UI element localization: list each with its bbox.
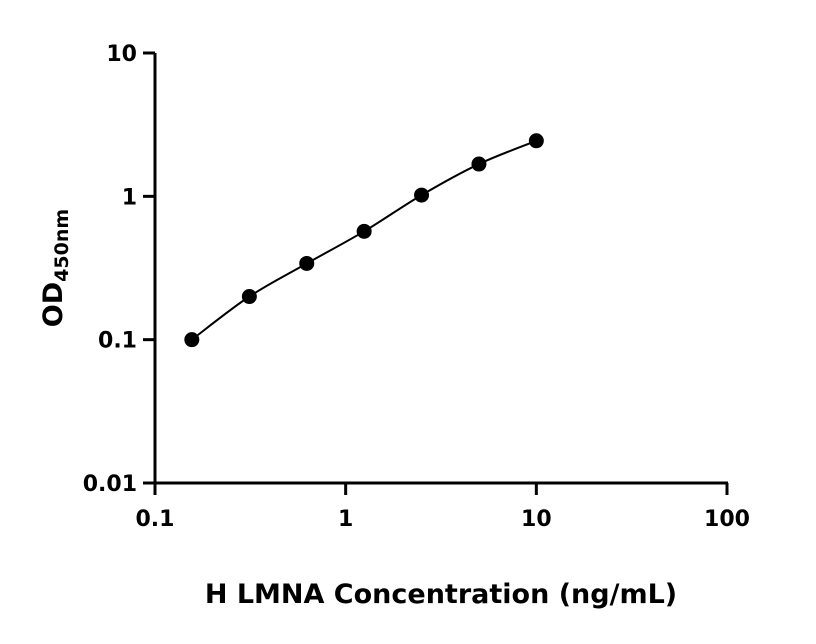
y-tick-label: 1 (122, 185, 137, 210)
data-point (414, 187, 430, 203)
data-points (184, 133, 544, 348)
y-tick-label: 0.1 (98, 329, 137, 354)
x-axis-label: H LMNA Concentration (ng/mL) (205, 579, 677, 610)
ticks: 0.1 1 10 100 0.01 0.1 1 10 (83, 42, 750, 532)
y-axis-label: OD450nm (38, 209, 73, 327)
fit-curve (191, 139, 537, 341)
y-tick-label: 10 (106, 42, 137, 67)
data-point (184, 332, 200, 348)
data-point (528, 133, 544, 149)
y-axis-label-main: OD (38, 282, 69, 327)
y-axis-label-sub: 450nm (51, 209, 73, 282)
axes (153, 53, 728, 485)
data-point (241, 289, 257, 305)
y-tick-label: 0.01 (83, 472, 137, 497)
x-tick-label: 100 (704, 507, 750, 532)
data-point (299, 255, 315, 271)
x-tick-label: 0.1 (136, 507, 175, 532)
x-tick-label: 10 (521, 507, 552, 532)
data-point (356, 223, 372, 239)
data-point (471, 156, 487, 172)
x-tick-label: 1 (338, 507, 353, 532)
